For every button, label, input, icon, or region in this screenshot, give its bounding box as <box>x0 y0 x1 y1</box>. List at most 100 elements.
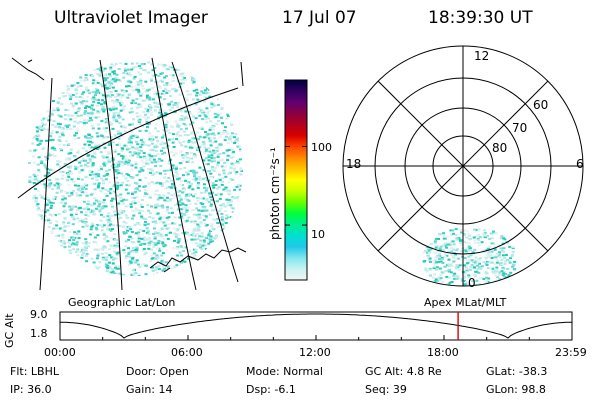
emission-pixel <box>217 192 220 195</box>
emission-pixel <box>87 119 91 122</box>
emission-pixel <box>147 61 151 64</box>
emission-pixel <box>163 76 167 79</box>
emission-pixel <box>96 110 100 113</box>
emission-pixel <box>55 227 59 230</box>
emission-pixel <box>104 127 108 130</box>
emission-pixel <box>128 235 132 238</box>
emission-pixel <box>191 161 195 164</box>
polar-emission-pixel <box>468 258 471 261</box>
emission-pixel <box>152 182 156 185</box>
emission-pixel <box>226 159 230 162</box>
polar-emission-pixel <box>467 255 471 258</box>
emission-pixel <box>160 204 164 207</box>
emission-pixel <box>151 69 155 72</box>
emission-pixel <box>203 146 207 149</box>
emission-pixel <box>140 206 144 208</box>
emission-pixel <box>237 158 240 161</box>
emission-pixel <box>125 148 129 151</box>
emission-pixel <box>69 148 73 151</box>
emission-pixel <box>195 88 199 91</box>
emission-pixel <box>211 218 215 221</box>
emission-pixel <box>165 75 168 78</box>
emission-pixel <box>136 81 140 84</box>
polar-emission-pixel <box>426 254 430 257</box>
emission-pixel <box>234 133 238 136</box>
emission-pixel <box>207 232 211 235</box>
emission-pixel <box>156 160 160 163</box>
emission-pixel <box>117 112 120 114</box>
emission-pixel <box>189 75 193 78</box>
emission-pixel <box>196 98 200 101</box>
emission-pixel <box>65 128 69 131</box>
emission-pixel <box>67 114 71 117</box>
polar-emission-pixel <box>508 245 512 248</box>
polar-emission-pixel <box>478 236 482 238</box>
emission-pixel <box>184 145 188 148</box>
emission-pixel <box>38 142 42 145</box>
emission-pixel <box>141 140 145 143</box>
emission-pixel <box>108 254 112 257</box>
emission-pixel <box>115 168 119 171</box>
emission-pixel <box>114 239 117 242</box>
emission-pixel <box>124 199 128 201</box>
emission-pixel <box>212 116 216 119</box>
emission-pixel <box>196 199 200 202</box>
emission-pixel <box>137 275 141 276</box>
emission-pixel <box>191 115 195 118</box>
emission-pixel <box>130 131 134 133</box>
emission-pixel <box>229 200 233 203</box>
emission-pixel <box>128 255 132 258</box>
emission-pixel <box>134 207 138 210</box>
emission-pixel <box>68 230 72 233</box>
emission-pixel <box>111 150 115 153</box>
emission-pixel <box>235 138 239 141</box>
polar-emission-pixel <box>442 234 446 237</box>
polar-emission-pixel <box>465 236 469 239</box>
emission-pixel <box>135 182 139 185</box>
color-bar-ticks <box>285 145 307 226</box>
emission-pixel <box>130 274 134 276</box>
polar-emission-pixel <box>474 259 478 262</box>
emission-pixel <box>59 148 63 150</box>
emission-pixel <box>60 177 64 180</box>
emission-pixel <box>78 161 82 164</box>
polar-emission-pixel <box>436 261 440 263</box>
emission-pixel <box>105 269 109 272</box>
emission-pixel <box>121 181 125 184</box>
emission-pixel <box>170 194 174 197</box>
emission-pixel <box>137 152 141 155</box>
polar-emission-pixel <box>500 272 504 275</box>
emission-pixel <box>202 186 206 189</box>
emission-pixel <box>154 257 158 260</box>
emission-pixel <box>146 116 150 119</box>
emission-pixel <box>164 123 168 126</box>
emission-pixel <box>135 62 139 65</box>
emission-pixel <box>164 142 168 145</box>
emission-pixel <box>61 133 64 136</box>
emission-pixel <box>90 257 94 260</box>
emission-pixel <box>132 200 136 203</box>
emission-pixel <box>144 185 148 188</box>
emission-pixel <box>85 184 89 187</box>
emission-pixel <box>163 224 167 227</box>
emission-pixel <box>177 263 181 266</box>
emission-pixel <box>165 146 169 149</box>
polar-emission-pixel <box>487 251 491 254</box>
emission-pixel <box>189 220 193 223</box>
emission-pixel <box>138 223 142 226</box>
polar-emission-pixel <box>494 232 498 235</box>
emission-pixel <box>106 159 110 162</box>
emission-pixel <box>166 219 170 221</box>
emission-pixel <box>202 111 206 114</box>
emission-pixel <box>119 99 123 102</box>
emission-pixel <box>197 182 200 185</box>
emission-pixel <box>172 154 176 157</box>
emission-pixel <box>118 272 122 275</box>
emission-pixel <box>32 178 36 181</box>
emission-pixel <box>188 146 192 149</box>
emission-pixel <box>192 89 196 92</box>
emission-pixel <box>181 154 185 157</box>
emission-pixel <box>37 180 40 183</box>
emission-pixel <box>165 200 169 203</box>
emission-pixel <box>209 214 213 217</box>
